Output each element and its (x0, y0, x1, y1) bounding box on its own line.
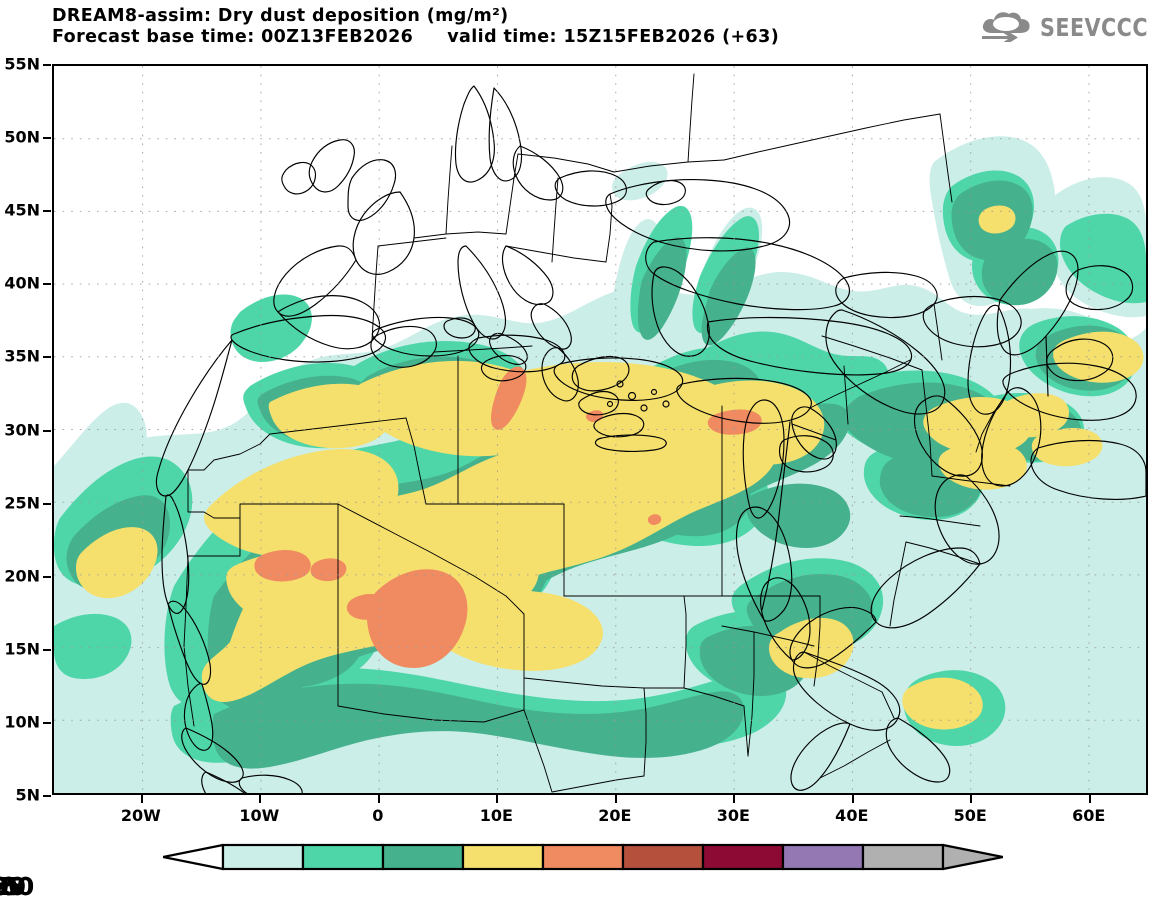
colorbar-over-cap (941, 843, 1003, 871)
y-axis-tick-label: 5N (15, 785, 40, 805)
colorbar-tick-label: 5 (0, 872, 9, 901)
colorbar-tick-label: 2 (0, 872, 9, 901)
cloud-wind-icon (978, 8, 1034, 46)
x-axis-tick-label: 10E (479, 806, 513, 825)
y-axis-tick-label: 35N (4, 346, 40, 366)
y-axis-tick (43, 575, 51, 578)
y-axis-tick (43, 429, 51, 432)
colorbar-tick-label: 10 (0, 872, 17, 901)
colorbar-band-100 (621, 843, 705, 871)
y-axis-tick-label: 40N (4, 273, 40, 293)
x-axis-tick (140, 795, 143, 803)
x-axis-tick-label: 0 (372, 806, 384, 825)
colorbar-tick-label: 100 (0, 872, 26, 901)
colorbar-under-cap (163, 843, 225, 871)
y-axis-tick-label: 50N (4, 127, 40, 147)
y-axis-tick-label: 55N (4, 54, 40, 74)
dust-deposition-map (54, 66, 1146, 793)
colorbar-band-50 (541, 843, 625, 871)
x-axis-tick (1088, 795, 1091, 803)
colorbar-band-5 (381, 843, 465, 871)
seevccc-logo: SEEVCCC (978, 8, 1157, 46)
x-axis-tick (733, 795, 736, 803)
x-axis-tick (259, 795, 262, 803)
y-axis-tick (43, 648, 51, 651)
colorbar-band-1000 (781, 843, 865, 871)
colorbar-tick-label: 1000 (0, 872, 34, 901)
colorbar-bands (163, 843, 1003, 871)
x-axis-tick (496, 795, 499, 803)
colorbar-tick-label: 500 (0, 872, 26, 901)
colorbar-tick-label: 1500 (0, 872, 34, 901)
x-axis-tick (614, 795, 617, 803)
valid-time-text: valid time: 15Z15FEB2026 (+63) (447, 27, 780, 47)
x-axis-tick-label: 10W (239, 806, 280, 825)
forecast-time-line: Forecast base time: 00Z13FEB2026 valid t… (52, 27, 952, 48)
y-axis-tick (43, 795, 51, 797)
x-axis-tick (377, 795, 380, 803)
colorbar-tick-label: 0.5 (0, 872, 22, 901)
x-axis-tick-label: 20W (120, 806, 161, 825)
colorbar-tick-label: 50 (0, 872, 17, 901)
x-axis-tick-label: 20E (598, 806, 632, 825)
y-axis-tick-label: 45N (4, 200, 40, 220)
colorbar-band-1500 (861, 843, 945, 871)
title-spacer (413, 27, 447, 48)
x-axis-tick-label: 60E (1072, 806, 1106, 825)
dust-band-10 (76, 205, 1144, 730)
y-axis-tick (43, 64, 51, 66)
chart-title-block: DREAM8-assim: Dry dust deposition (mg/m²… (52, 6, 952, 48)
y-axis-tick-label: 20N (4, 566, 40, 586)
y-axis-tick-label: 10N (4, 712, 40, 732)
x-axis-tick-label: 30E (716, 806, 750, 825)
colorbar-band-2 (301, 843, 385, 871)
colorbar[interactable] (163, 843, 1003, 871)
logo-text: SEEVCCC (1039, 12, 1148, 42)
y-axis-tick (43, 283, 51, 286)
y-axis-tick-label: 30N (4, 420, 40, 439)
x-axis-tick (970, 795, 973, 803)
map-coastlines (155, 73, 1146, 793)
page-title: DREAM8-assim: Dry dust deposition (mg/m²… (52, 6, 509, 26)
colorbar-band-10 (461, 843, 545, 871)
y-axis-tick (43, 502, 51, 505)
y-axis-tick (43, 210, 51, 213)
map-gridlines (54, 66, 1146, 793)
forecast-base-time-text: Forecast base time: 00Z13FEB2026 (52, 27, 414, 47)
y-axis-tick (43, 137, 51, 140)
y-axis-tick (43, 721, 51, 724)
x-axis-tick-label: 40E (835, 806, 869, 825)
y-axis-tick (43, 356, 51, 359)
y-axis-tick-label: 15N (4, 639, 40, 659)
colorbar-band-500 (701, 843, 785, 871)
x-axis-tick-label: 50E (953, 806, 987, 825)
colorbar-band-0.5 (221, 843, 305, 871)
map-plot-area[interactable] (52, 64, 1148, 795)
x-axis-tick (851, 795, 854, 803)
y-axis-tick-label: 25N (4, 493, 40, 513)
